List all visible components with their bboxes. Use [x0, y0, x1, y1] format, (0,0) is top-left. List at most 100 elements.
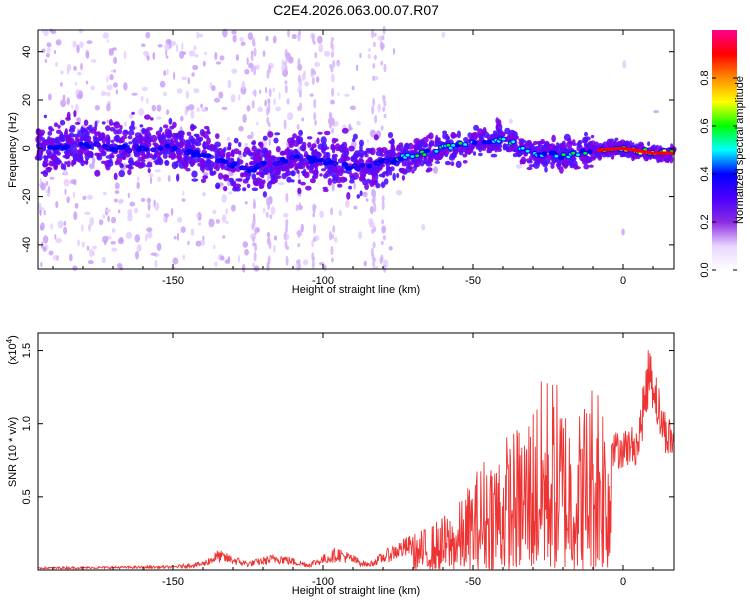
spectrogram-blob [329, 113, 333, 118]
spectrogram-blob [569, 162, 574, 167]
spectrogram-blob [415, 143, 423, 151]
spectrogram-blob [212, 161, 218, 170]
spectrogram-blob [190, 228, 195, 236]
spectrogram-ridge-blob [319, 158, 324, 162]
spectrogram-blob [174, 143, 180, 147]
spectrogram-blob [228, 144, 232, 151]
spectrogram-blob [166, 68, 169, 76]
spectrogram-blob [275, 106, 281, 112]
spectrogram-blob [220, 162, 225, 171]
spectrogram-ridge-blob [559, 156, 564, 160]
colorbar-tick-label: 0.6 [699, 118, 711, 133]
spectrogram-blob [371, 174, 376, 182]
spectrogram-blob [559, 166, 564, 174]
spectrogram-blob [656, 155, 664, 161]
spectrogram-blob [317, 131, 323, 135]
spectrogram-blob [108, 119, 113, 126]
spectrogram-blob [359, 52, 362, 59]
spectrogram-blob [246, 183, 251, 189]
spectrogram-blob [262, 50, 266, 57]
spectrogram-blob [281, 59, 285, 68]
spectrogram-blob [40, 182, 46, 191]
spectrogram-blob [334, 143, 341, 152]
spectrogram-blob [290, 170, 296, 177]
spectrogram-blob [366, 178, 371, 184]
spectrogram-blob [82, 195, 87, 200]
spectrogram-blob [157, 176, 162, 182]
spectrogram-blob [472, 151, 477, 156]
spectrogram-blob [157, 44, 163, 48]
spectrogram-blob [258, 183, 263, 189]
spectrogram-blob [252, 177, 259, 186]
spectrogram-blob [381, 195, 385, 202]
spectrogram-blob [380, 181, 386, 188]
spectrogram-blob [66, 196, 70, 204]
spectrogram-blob [295, 204, 299, 212]
spectrogram-blob [92, 126, 97, 132]
spectrogram-blob [233, 137, 239, 144]
spectrogram-blob [283, 212, 289, 218]
spectrogram-blob [365, 198, 369, 202]
spectrogram-blob [369, 206, 374, 215]
spectrogram-blob [69, 124, 76, 131]
spectrogram-blob [188, 50, 196, 57]
spectrogram-blob [379, 42, 383, 49]
spectrogram-blob [218, 91, 224, 99]
spectrogram-blob [399, 168, 407, 174]
spectrogram-blob [111, 247, 118, 252]
spectrogram-blob [146, 55, 150, 61]
spectrogram-blob [297, 242, 301, 248]
spectrogram-blob [296, 136, 304, 145]
spectrogram-blob [377, 103, 381, 113]
spectrogram-blob [352, 138, 356, 142]
spectrogram-blob [305, 160, 309, 169]
spectrogram-blob [299, 229, 303, 237]
spectrogram-blob [179, 141, 185, 149]
spectrogram-blob [311, 76, 315, 86]
spectrogram-blob [224, 259, 230, 264]
spectrogram-ridge-blob [367, 164, 372, 168]
spectrogram-blob [170, 155, 175, 160]
spectrogram-blob [653, 110, 659, 114]
spectrogram-blob [254, 242, 258, 252]
spectrogram-blob [80, 136, 84, 141]
spectrogram-ridge-blob [588, 150, 592, 153]
spectrogram-blob [331, 117, 335, 127]
spectrogram-blob [267, 236, 271, 243]
spectrogram-blob [296, 259, 300, 265]
spectrogram-blob [181, 198, 186, 202]
spectrogram-blob [130, 120, 135, 127]
spectrogram-blob [214, 51, 218, 61]
spectrogram-blob [572, 139, 576, 145]
spectrogram-blob [119, 236, 124, 243]
spectrogram-blob [256, 171, 260, 176]
spectrogram-blob [373, 54, 377, 60]
spectrogram-blob [178, 135, 183, 142]
spectrogram-blob [233, 148, 240, 155]
spectrogram-ridge-blob [410, 155, 415, 158]
spectrogram-x-ticks: -150 -100 -50 0 [52, 30, 654, 287]
spectrogram-blob [303, 259, 309, 266]
spectrogram-blob [367, 53, 371, 59]
spectrogram-blob [141, 86, 148, 92]
spectrogram-blob [296, 169, 300, 174]
spectrogram-blob [544, 166, 548, 173]
spectrogram-blob [213, 97, 221, 103]
spectrogram-blob [380, 125, 384, 131]
spectrogram-blob [392, 47, 396, 55]
spectrogram-blob [86, 50, 90, 59]
spectrogram-blob [248, 151, 253, 157]
spectrogram-blob [314, 52, 318, 59]
spectrogram-blob [284, 65, 288, 70]
spectrogram-blob [535, 141, 541, 145]
spectrogram-blob [147, 202, 151, 211]
spectrogram-blob [66, 137, 73, 144]
spectrogram-blob [109, 127, 116, 132]
spectrogram-blob [274, 169, 278, 176]
spectrogram-blob [142, 50, 149, 56]
spectrogram-blob [351, 85, 355, 91]
spectrogram-ridge-blob [112, 148, 117, 152]
spectrogram-ridge-blob [405, 153, 410, 157]
spectrogram-blob [358, 175, 365, 182]
spectrogram-blob [145, 129, 151, 137]
